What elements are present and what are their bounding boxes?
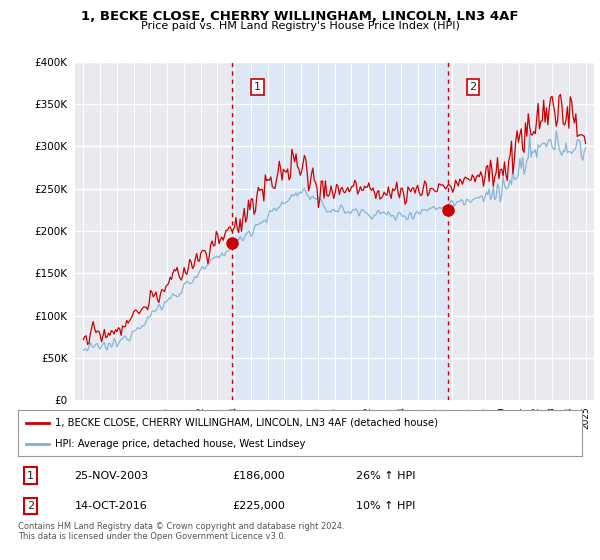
- Text: 2: 2: [27, 501, 34, 511]
- Bar: [232, 62, 448, 400]
- Text: 1: 1: [254, 82, 261, 92]
- Text: £225,000: £225,000: [232, 501, 285, 511]
- Text: 26% ↑ HPI: 26% ↑ HPI: [356, 470, 416, 480]
- Text: 25-NOV-2003: 25-NOV-2003: [74, 470, 149, 480]
- Text: 1: 1: [27, 470, 34, 480]
- Text: £186,000: £186,000: [232, 470, 285, 480]
- Text: HPI: Average price, detached house, West Lindsey: HPI: Average price, detached house, West…: [55, 439, 305, 449]
- Text: 1, BECKE CLOSE, CHERRY WILLINGHAM, LINCOLN, LN3 4AF: 1, BECKE CLOSE, CHERRY WILLINGHAM, LINCO…: [81, 10, 519, 23]
- Text: 14-OCT-2016: 14-OCT-2016: [74, 501, 147, 511]
- Text: Price paid vs. HM Land Registry's House Price Index (HPI): Price paid vs. HM Land Registry's House …: [140, 21, 460, 31]
- Text: 1, BECKE CLOSE, CHERRY WILLINGHAM, LINCOLN, LN3 4AF (detached house): 1, BECKE CLOSE, CHERRY WILLINGHAM, LINCO…: [55, 418, 437, 428]
- Text: 2: 2: [470, 82, 476, 92]
- Text: 10% ↑ HPI: 10% ↑ HPI: [356, 501, 416, 511]
- Text: Contains HM Land Registry data © Crown copyright and database right 2024.
This d: Contains HM Land Registry data © Crown c…: [18, 522, 344, 542]
